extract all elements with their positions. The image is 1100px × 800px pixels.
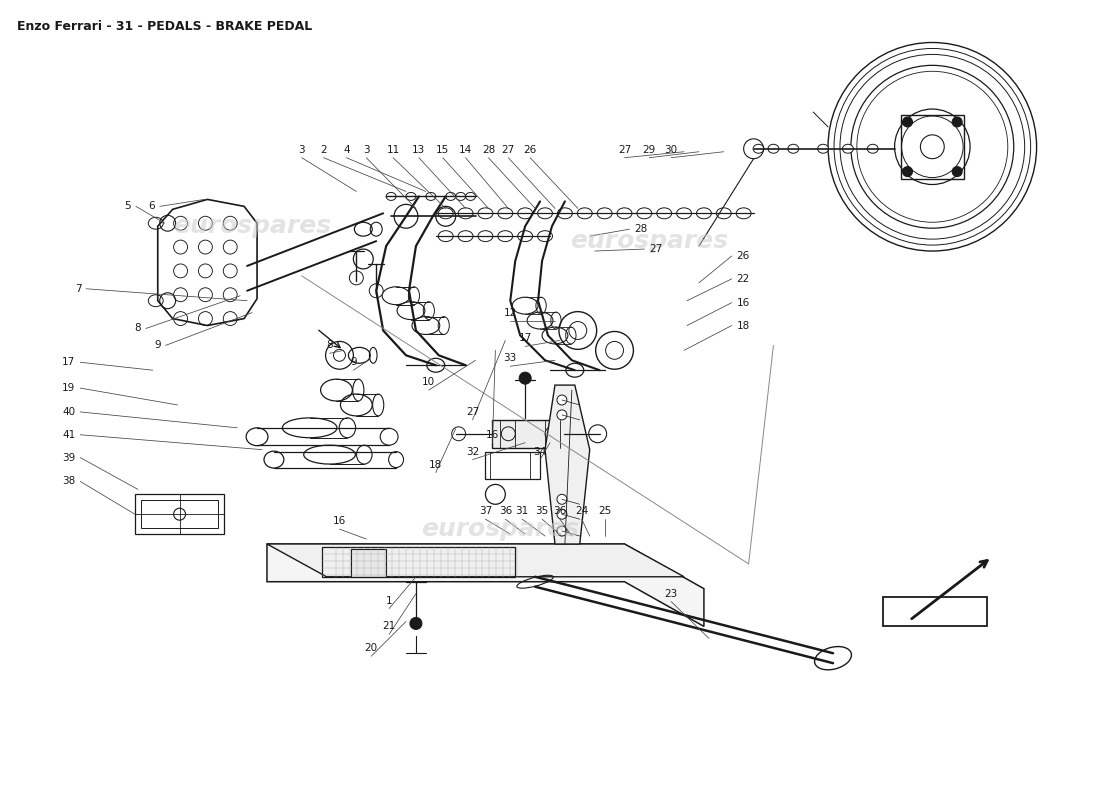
Text: 29: 29 (642, 145, 656, 154)
Text: 38: 38 (62, 477, 75, 486)
Text: 4: 4 (343, 145, 350, 154)
Text: 27: 27 (618, 145, 631, 154)
Text: 30: 30 (664, 145, 678, 154)
Bar (882, 597, 987, 626)
Text: 40: 40 (63, 407, 75, 417)
Text: 2: 2 (320, 145, 327, 154)
Circle shape (557, 526, 566, 536)
Text: eurospares: eurospares (421, 517, 580, 541)
Text: 16: 16 (333, 516, 346, 526)
Text: 5: 5 (124, 202, 131, 211)
Circle shape (519, 372, 531, 384)
Text: 6: 6 (148, 202, 155, 211)
Text: 41: 41 (62, 430, 75, 440)
Text: 27: 27 (649, 244, 662, 254)
Text: 8: 8 (327, 340, 333, 350)
Text: 36: 36 (553, 506, 566, 516)
Text: 17: 17 (62, 358, 75, 367)
Text: 11: 11 (386, 145, 399, 154)
Text: 12: 12 (504, 308, 517, 318)
Text: Enzo Ferrari - 31 - PEDALS - BRAKE PEDAL: Enzo Ferrari - 31 - PEDALS - BRAKE PEDAL (16, 20, 312, 34)
Text: 16: 16 (486, 430, 499, 440)
Ellipse shape (754, 144, 764, 154)
Text: 39: 39 (62, 453, 75, 462)
Ellipse shape (788, 144, 799, 154)
Circle shape (902, 166, 913, 177)
Text: 27: 27 (466, 407, 480, 417)
Text: 21: 21 (383, 622, 396, 631)
Text: 20: 20 (365, 643, 377, 654)
Text: 36: 36 (498, 506, 512, 516)
Bar (485, 452, 540, 479)
Text: 26: 26 (737, 251, 750, 261)
Polygon shape (157, 199, 257, 326)
Text: 18: 18 (429, 459, 442, 470)
Ellipse shape (867, 144, 878, 154)
Polygon shape (267, 544, 704, 626)
Text: 10: 10 (422, 377, 436, 387)
Bar (901, 115, 964, 178)
Text: 3: 3 (298, 145, 305, 154)
Bar (135, 494, 224, 534)
Circle shape (557, 494, 566, 504)
Text: 28: 28 (482, 145, 495, 154)
Circle shape (557, 410, 566, 420)
Text: 34: 34 (534, 446, 547, 457)
Text: 8: 8 (134, 323, 141, 334)
Circle shape (350, 271, 363, 285)
Text: 16: 16 (737, 298, 750, 308)
Ellipse shape (817, 144, 828, 154)
Text: 31: 31 (516, 506, 529, 516)
Text: 26: 26 (524, 145, 537, 154)
Text: 7: 7 (75, 284, 81, 294)
Circle shape (410, 618, 422, 630)
Text: 32: 32 (466, 446, 480, 457)
Circle shape (953, 166, 962, 177)
Text: 23: 23 (664, 589, 678, 598)
Circle shape (557, 395, 566, 405)
Circle shape (953, 117, 962, 127)
Bar (493, 420, 564, 448)
Text: 17: 17 (518, 334, 531, 343)
Text: 33: 33 (504, 354, 517, 363)
Text: 9: 9 (154, 340, 161, 350)
Bar (321, 547, 515, 577)
Polygon shape (351, 549, 386, 577)
Text: 37: 37 (478, 506, 492, 516)
Text: 24: 24 (575, 506, 589, 516)
Text: 15: 15 (436, 145, 450, 154)
Text: eurospares: eurospares (570, 229, 728, 253)
Polygon shape (267, 544, 684, 577)
Text: 14: 14 (459, 145, 472, 154)
Ellipse shape (768, 144, 779, 154)
Text: 13: 13 (412, 145, 426, 154)
Polygon shape (544, 385, 590, 544)
Ellipse shape (843, 144, 854, 154)
Text: 3: 3 (363, 145, 370, 154)
Text: 35: 35 (536, 506, 549, 516)
Circle shape (174, 508, 186, 520)
Circle shape (370, 284, 383, 298)
Text: 9: 9 (350, 358, 356, 367)
Text: 18: 18 (737, 321, 750, 330)
Text: 19: 19 (62, 383, 75, 393)
Circle shape (557, 510, 566, 519)
Text: 25: 25 (598, 506, 612, 516)
Text: 27: 27 (502, 145, 515, 154)
Bar (141, 500, 218, 528)
Text: 1: 1 (386, 595, 393, 606)
Text: eurospares: eurospares (173, 214, 331, 238)
Text: 22: 22 (737, 274, 750, 284)
Text: 28: 28 (635, 224, 648, 234)
Circle shape (902, 117, 913, 127)
